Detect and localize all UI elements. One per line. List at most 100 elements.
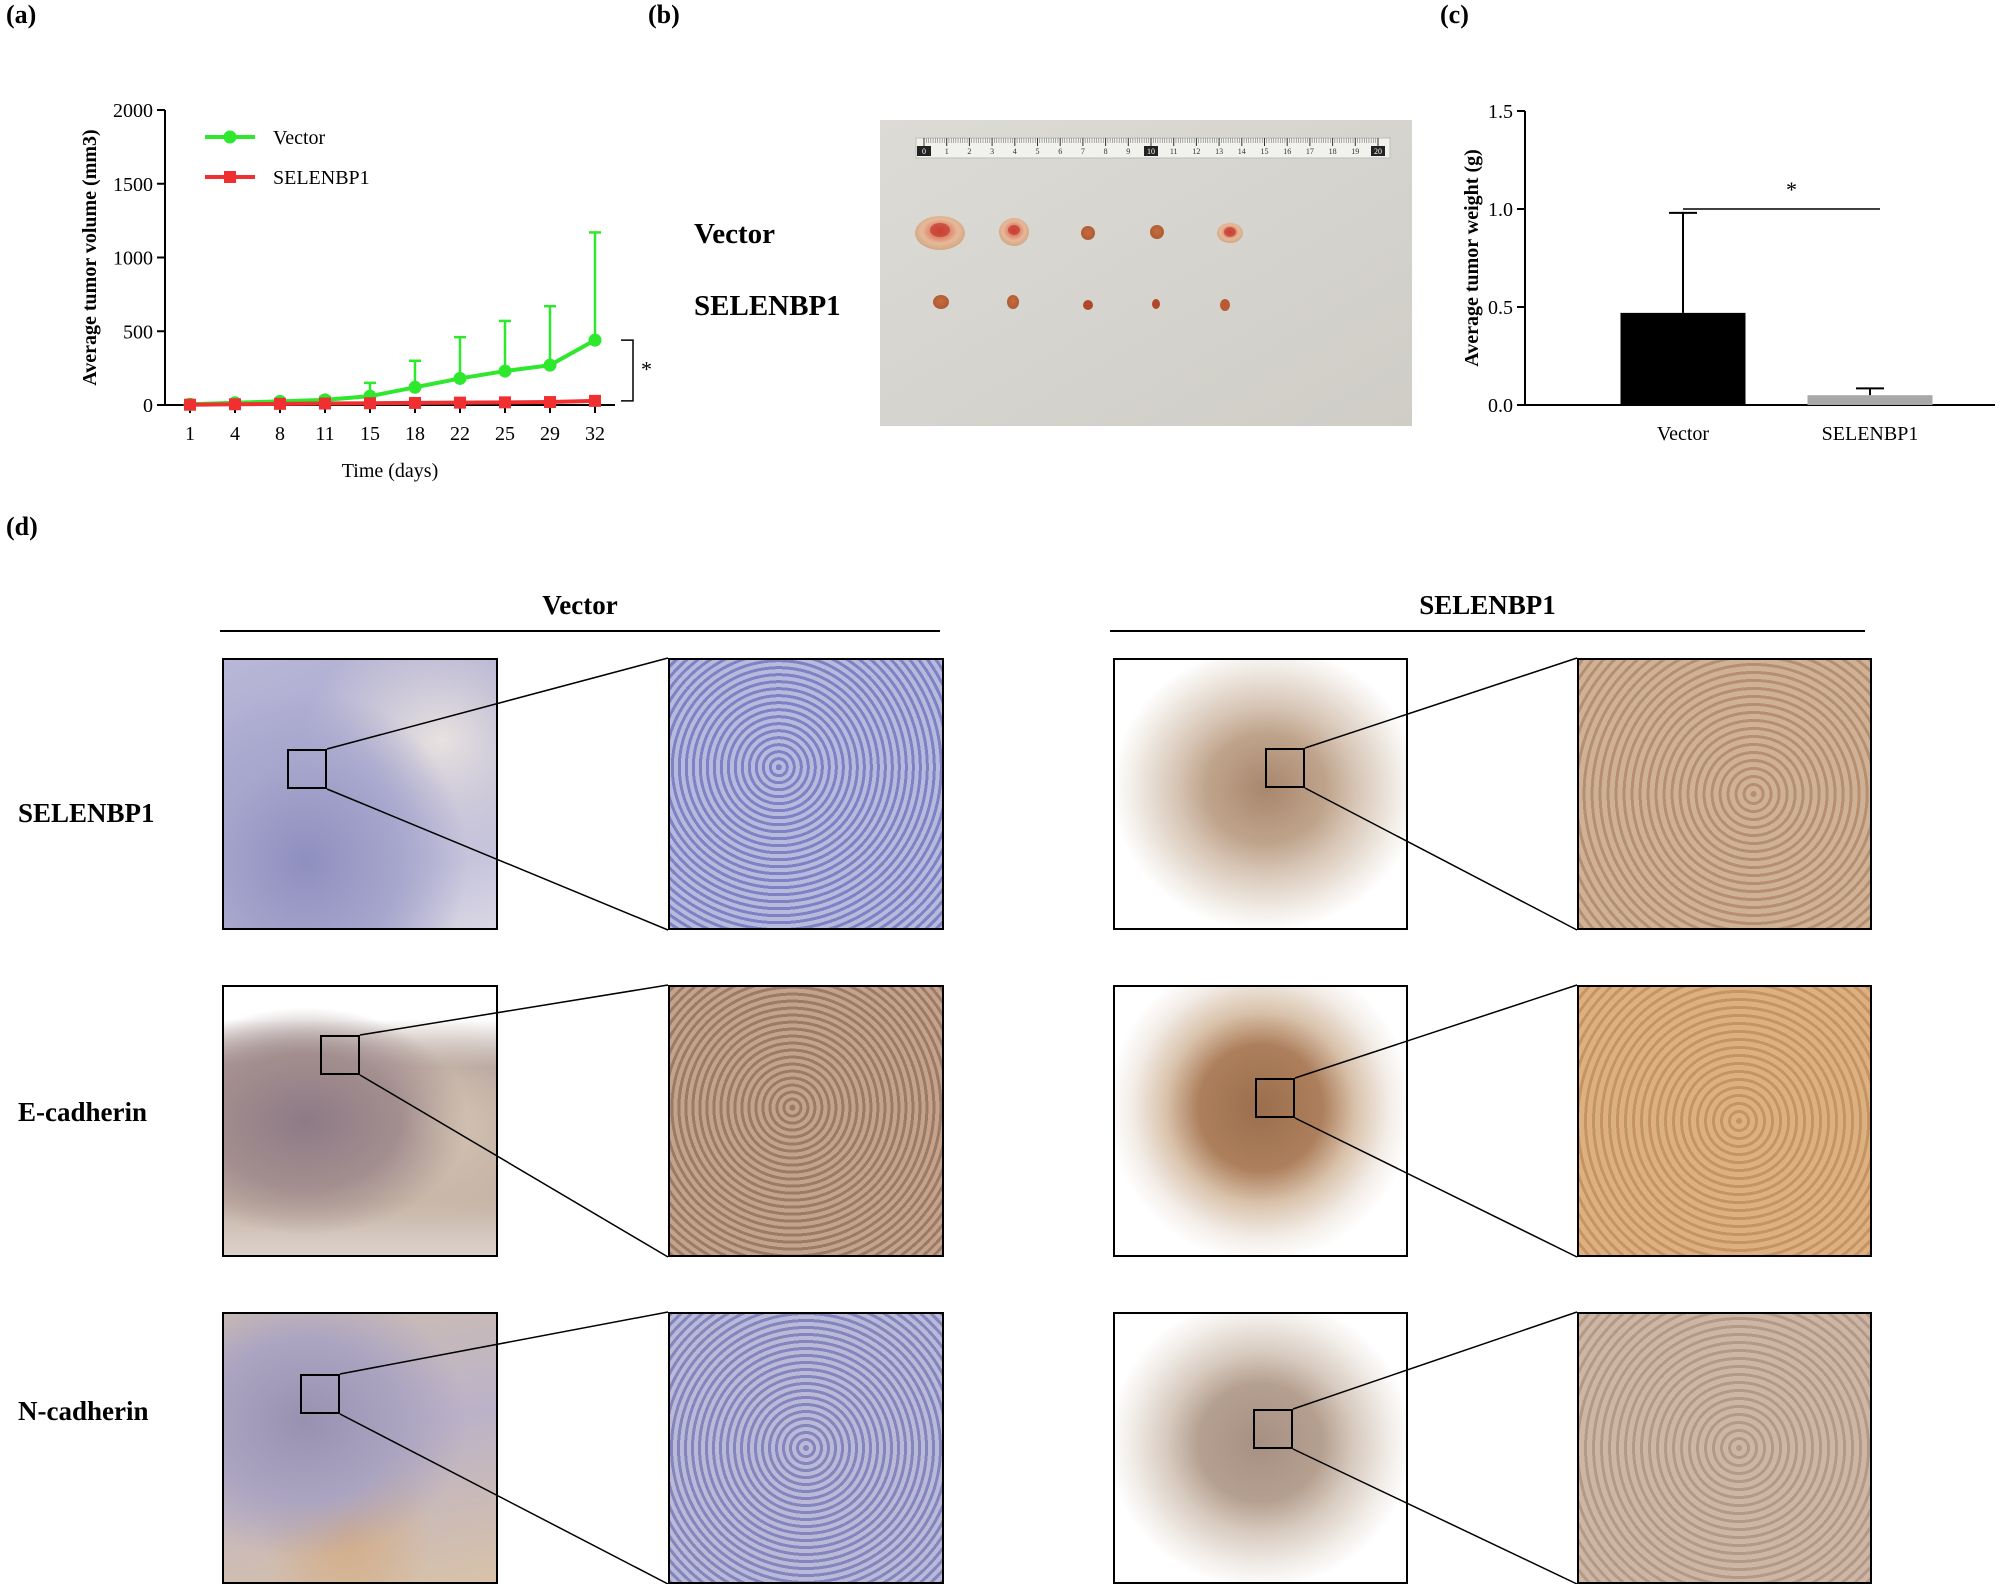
ruler-label-box [1371, 146, 1385, 156]
ruler-mark-label: 15 [1261, 147, 1269, 156]
legend-label: Vector [273, 127, 326, 149]
data-point [588, 333, 602, 347]
panel-label-d: (d) [6, 512, 38, 541]
bar [1620, 312, 1746, 405]
x-tick-label: 25 [495, 423, 515, 445]
x-tick-label: Vector [1657, 423, 1710, 445]
data-point [229, 398, 241, 411]
vector-tumors [915, 216, 1243, 250]
zoom-connector-line [359, 1074, 669, 1258]
x-tick-label: 4 [230, 423, 240, 445]
zoom-connector-line [359, 984, 669, 1036]
ihc-n-cadherin-vector-zoom-image [668, 1312, 944, 1584]
ruler-mark-label: 6 [1058, 147, 1062, 156]
ruler-mark-label: 4 [1013, 147, 1017, 156]
zoom-connector-line [1304, 787, 1578, 931]
data-point [543, 358, 557, 372]
zoom-connector-line [1292, 1448, 1578, 1584]
ihc-group-title-vector: Vector [542, 590, 618, 620]
legend-marker [223, 130, 237, 144]
ihc-selenbp1-selenbp1-zoom-image [1577, 658, 1872, 930]
zoom-region-box [300, 1374, 340, 1414]
data-point [184, 398, 196, 411]
ruler-mark-label: 9 [1126, 147, 1130, 156]
zoom-connector-line [1292, 1311, 1578, 1410]
ihc-e-cadherin-selenbp1-overview-image [1113, 985, 1408, 1257]
y-tick-label: 1500 [113, 174, 153, 196]
data-point [544, 396, 556, 409]
photo-label-selenbp1: SELENBP1 [694, 290, 841, 322]
zoom-region-box [1265, 748, 1305, 788]
ruler-label-box [917, 146, 931, 156]
ihc-row-label-n-cadherin: N-cadherin [18, 1396, 149, 1426]
ihc-e-cadherin-vector-zoom-image [668, 985, 944, 1257]
tumor-photograph: 0 1 2 3 4 5 6 7 8 9 10 11 12 13 14 15 16 17 18 19 20 [880, 120, 1412, 426]
x-tick-label: 8 [275, 423, 285, 445]
y-tick-label: 0.0 [1488, 395, 1513, 417]
zoom-connector-line [1294, 1117, 1578, 1258]
ruler-mark-label: 10 [1147, 147, 1155, 156]
y-tick-label: 0.5 [1488, 297, 1513, 319]
ruler-mark-label: 12 [1192, 147, 1200, 156]
ihc-row-label-selenbp1: SELENBP1 [18, 798, 155, 828]
x-tick-label: 15 [360, 423, 380, 445]
ruler-mark-label: 14 [1238, 147, 1246, 156]
y-tick-label: 2000 [113, 100, 153, 122]
ruler-mark-label: 3 [990, 147, 994, 156]
ihc-n-cadherin-selenbp1-zoom-image [1577, 1312, 1872, 1584]
selenbp1-tumors [933, 295, 1230, 311]
data-point [498, 364, 512, 378]
x-tick-label: SELENBP1 [1822, 423, 1919, 445]
panel-label-b: (b) [648, 0, 680, 29]
data-point [408, 380, 422, 394]
ihc-selenbp1-selenbp1-overview-image [1113, 658, 1408, 930]
data-point [453, 371, 467, 385]
ihc-e-cadherin-selenbp1-zoom-image [1577, 985, 1872, 1257]
zoom-connector-line [326, 788, 669, 931]
y-tick-label: 1.0 [1488, 199, 1513, 221]
ihc-selenbp1-vector-zoom-image [668, 658, 944, 930]
zoom-connector-line [339, 1413, 669, 1584]
tumor-photo-panel: Vector SELENBP1 0 1 2 3 4 5 6 7 8 9 10 11 12 13 14 15 16… [680, 110, 1420, 430]
ruler-mark-label: 1 [945, 147, 949, 156]
tumor-volume-line-chart: 0 500 1000 1500 2000 1 4 8 11 15 18 22 25 29 32 Time (d… [79, 100, 652, 482]
ihc-e-cadherin-vector-overview-image [222, 985, 498, 1257]
tumor-weight-bar-chart: 0.0 0.5 1.0 1.5 Average tumor weight (g) Vect… [1461, 101, 1995, 445]
ruler-mark-label: 8 [1104, 147, 1108, 156]
x-tick-label: 32 [585, 423, 605, 445]
zoom-region-box [320, 1035, 360, 1075]
zoom-connector-line [1294, 984, 1578, 1079]
ihc-group-underline-vector [220, 630, 940, 632]
significance-bracket [621, 339, 634, 402]
photo-label-vector: Vector [694, 218, 776, 250]
ruler-mark-label: 2 [967, 147, 971, 156]
x-tick-label: 18 [405, 423, 425, 445]
ruler-mark-label: 19 [1351, 147, 1359, 156]
data-point [364, 397, 376, 410]
ruler-mark-label: 0 [922, 147, 926, 156]
panel-label-a: (a) [6, 0, 37, 29]
data-point [454, 396, 466, 409]
ruler-mark-label: 11 [1170, 147, 1178, 156]
ruler-mark-label: 20 [1374, 147, 1382, 156]
ruler-label-box [1144, 146, 1158, 156]
x-tick-label: 22 [450, 423, 470, 445]
y-tick-label: 1000 [113, 248, 153, 270]
zoom-connector-line [326, 657, 669, 750]
y-tick-label: 1.5 [1488, 101, 1513, 123]
ruler-mark-label: 13 [1215, 147, 1223, 156]
y-tick-label: 0 [143, 395, 153, 417]
ihc-group-underline-selenbp1 [1110, 630, 1865, 632]
x-axis-label: Time (days) [342, 460, 438, 482]
ihc-group-title-selenbp1: SELENBP1 [1419, 590, 1556, 620]
data-point [409, 396, 421, 409]
ruler-mark-label: 5 [1036, 147, 1040, 156]
panel-label-c: (c) [1440, 0, 1469, 29]
ihc-selenbp1-vector-overview-image [222, 658, 498, 930]
legend-label: SELENBP1 [273, 167, 370, 189]
ruler-mark-label: 7 [1081, 147, 1085, 156]
zoom-region-box [1255, 1078, 1295, 1118]
zoom-region-box [287, 749, 327, 789]
significance-star: * [641, 356, 652, 381]
